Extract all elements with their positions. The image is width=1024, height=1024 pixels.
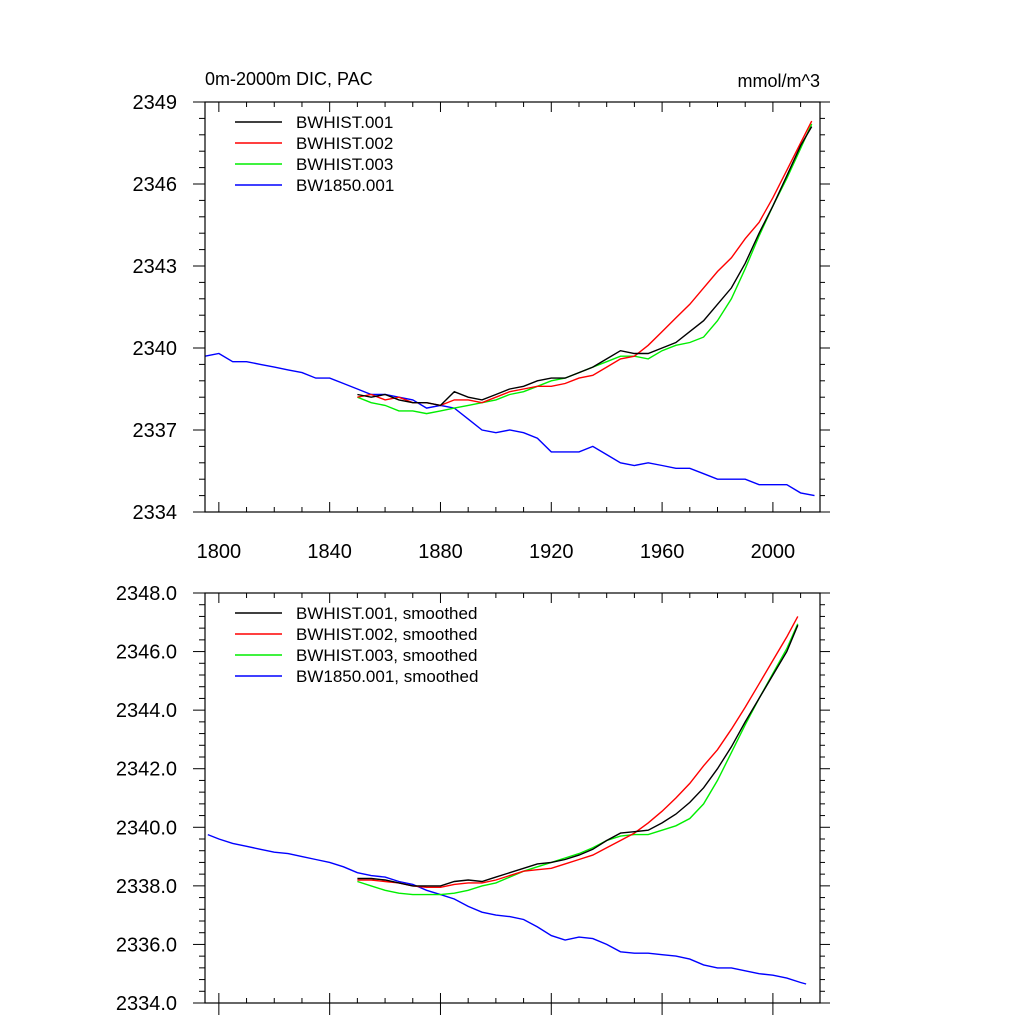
y-tick-label: 2337 xyxy=(133,420,178,442)
legend-label-bw1850-001-smoothed: BW1850.001, smoothed xyxy=(296,667,478,686)
line-bwhist-001-smoothed xyxy=(357,624,799,887)
y-tick-label: 2348.0 xyxy=(116,583,177,605)
legend-label-bwhist-003: BWHIST.003 xyxy=(296,155,393,174)
x-tick-label: 1920 xyxy=(529,541,574,563)
x-tick-label: 1840 xyxy=(307,541,352,563)
y-tick-label: 2344.0 xyxy=(116,700,177,722)
y-tick-label: 2349 xyxy=(133,92,178,114)
y-tick-label: 2334 xyxy=(133,502,178,524)
y-tick-label: 2340 xyxy=(133,338,178,360)
legend-label-bwhist-001: BWHIST.001 xyxy=(296,113,393,132)
legend-label-bwhist-002: BWHIST.002 xyxy=(296,134,393,153)
x-tick-label: 1960 xyxy=(640,541,685,563)
x-tick-label: 1800 xyxy=(197,541,242,563)
legend-label-bwhist-001-smoothed: BWHIST.001, smoothed xyxy=(296,604,477,623)
line-bw1850-001-smoothed xyxy=(207,833,807,985)
bottom-ticks xyxy=(193,592,830,1015)
y-tick-label: 2334.0 xyxy=(116,993,177,1015)
legend-label-bw1850-001: BW1850.001 xyxy=(296,176,394,195)
line-bwhist-001 xyxy=(357,126,813,407)
legend-label-bwhist-003-smoothed: BWHIST.003, smoothed xyxy=(296,646,477,665)
y-tick-label: 2336.0 xyxy=(116,934,177,956)
bottom-series-lines xyxy=(207,616,807,985)
legend-label-bwhist-002-smoothed: BWHIST.002, smoothed xyxy=(296,625,477,644)
top-panel: 0m-2000m DIC, PAC mmol/m^3 1800 1840 1880 1… xyxy=(133,69,830,563)
bottom-legend: BWHIST.001, smoothed BWHIST.002, smoothe… xyxy=(235,604,478,686)
bottom-plot-frame xyxy=(204,592,821,1004)
top-legend: BWHIST.001 BWHIST.002 BWHIST.003 BW1850.… xyxy=(235,113,394,195)
y-tick-label: 2342.0 xyxy=(116,759,177,781)
y-tick-label: 2340.0 xyxy=(116,817,177,839)
line-bwhist-002 xyxy=(357,120,813,407)
y-tick-label: 2346.0 xyxy=(116,642,177,664)
top-ticks xyxy=(193,101,830,513)
y-tick-label: 2343 xyxy=(133,256,178,278)
x-tick-label: 1880 xyxy=(418,541,463,563)
bottom-panel: 2334.0 2336.0 2338.0 2340.0 2342.0 2344.0 2346… xyxy=(116,583,830,1015)
top-units: mmol/m^3 xyxy=(738,71,820,91)
bottom-tick-labels: 2334.0 2336.0 2338.0 2340.0 2342.0 2344.0 2346… xyxy=(116,583,177,1015)
top-title: 0m-2000m DIC, PAC xyxy=(205,69,373,89)
top-plot-frame xyxy=(204,101,821,513)
y-tick-label: 2346 xyxy=(133,174,178,196)
line-bwhist-002-smoothed xyxy=(357,616,799,888)
x-tick-label: 2000 xyxy=(751,541,796,563)
line-bw1850-001 xyxy=(204,352,815,497)
top-series-lines xyxy=(204,120,815,497)
y-tick-label: 2338.0 xyxy=(116,876,177,898)
top-tick-labels: 1800 1840 1880 1920 1960 2000 2334 2337 2340 2343… xyxy=(133,92,796,563)
line-bwhist-003-smoothed xyxy=(357,623,799,896)
